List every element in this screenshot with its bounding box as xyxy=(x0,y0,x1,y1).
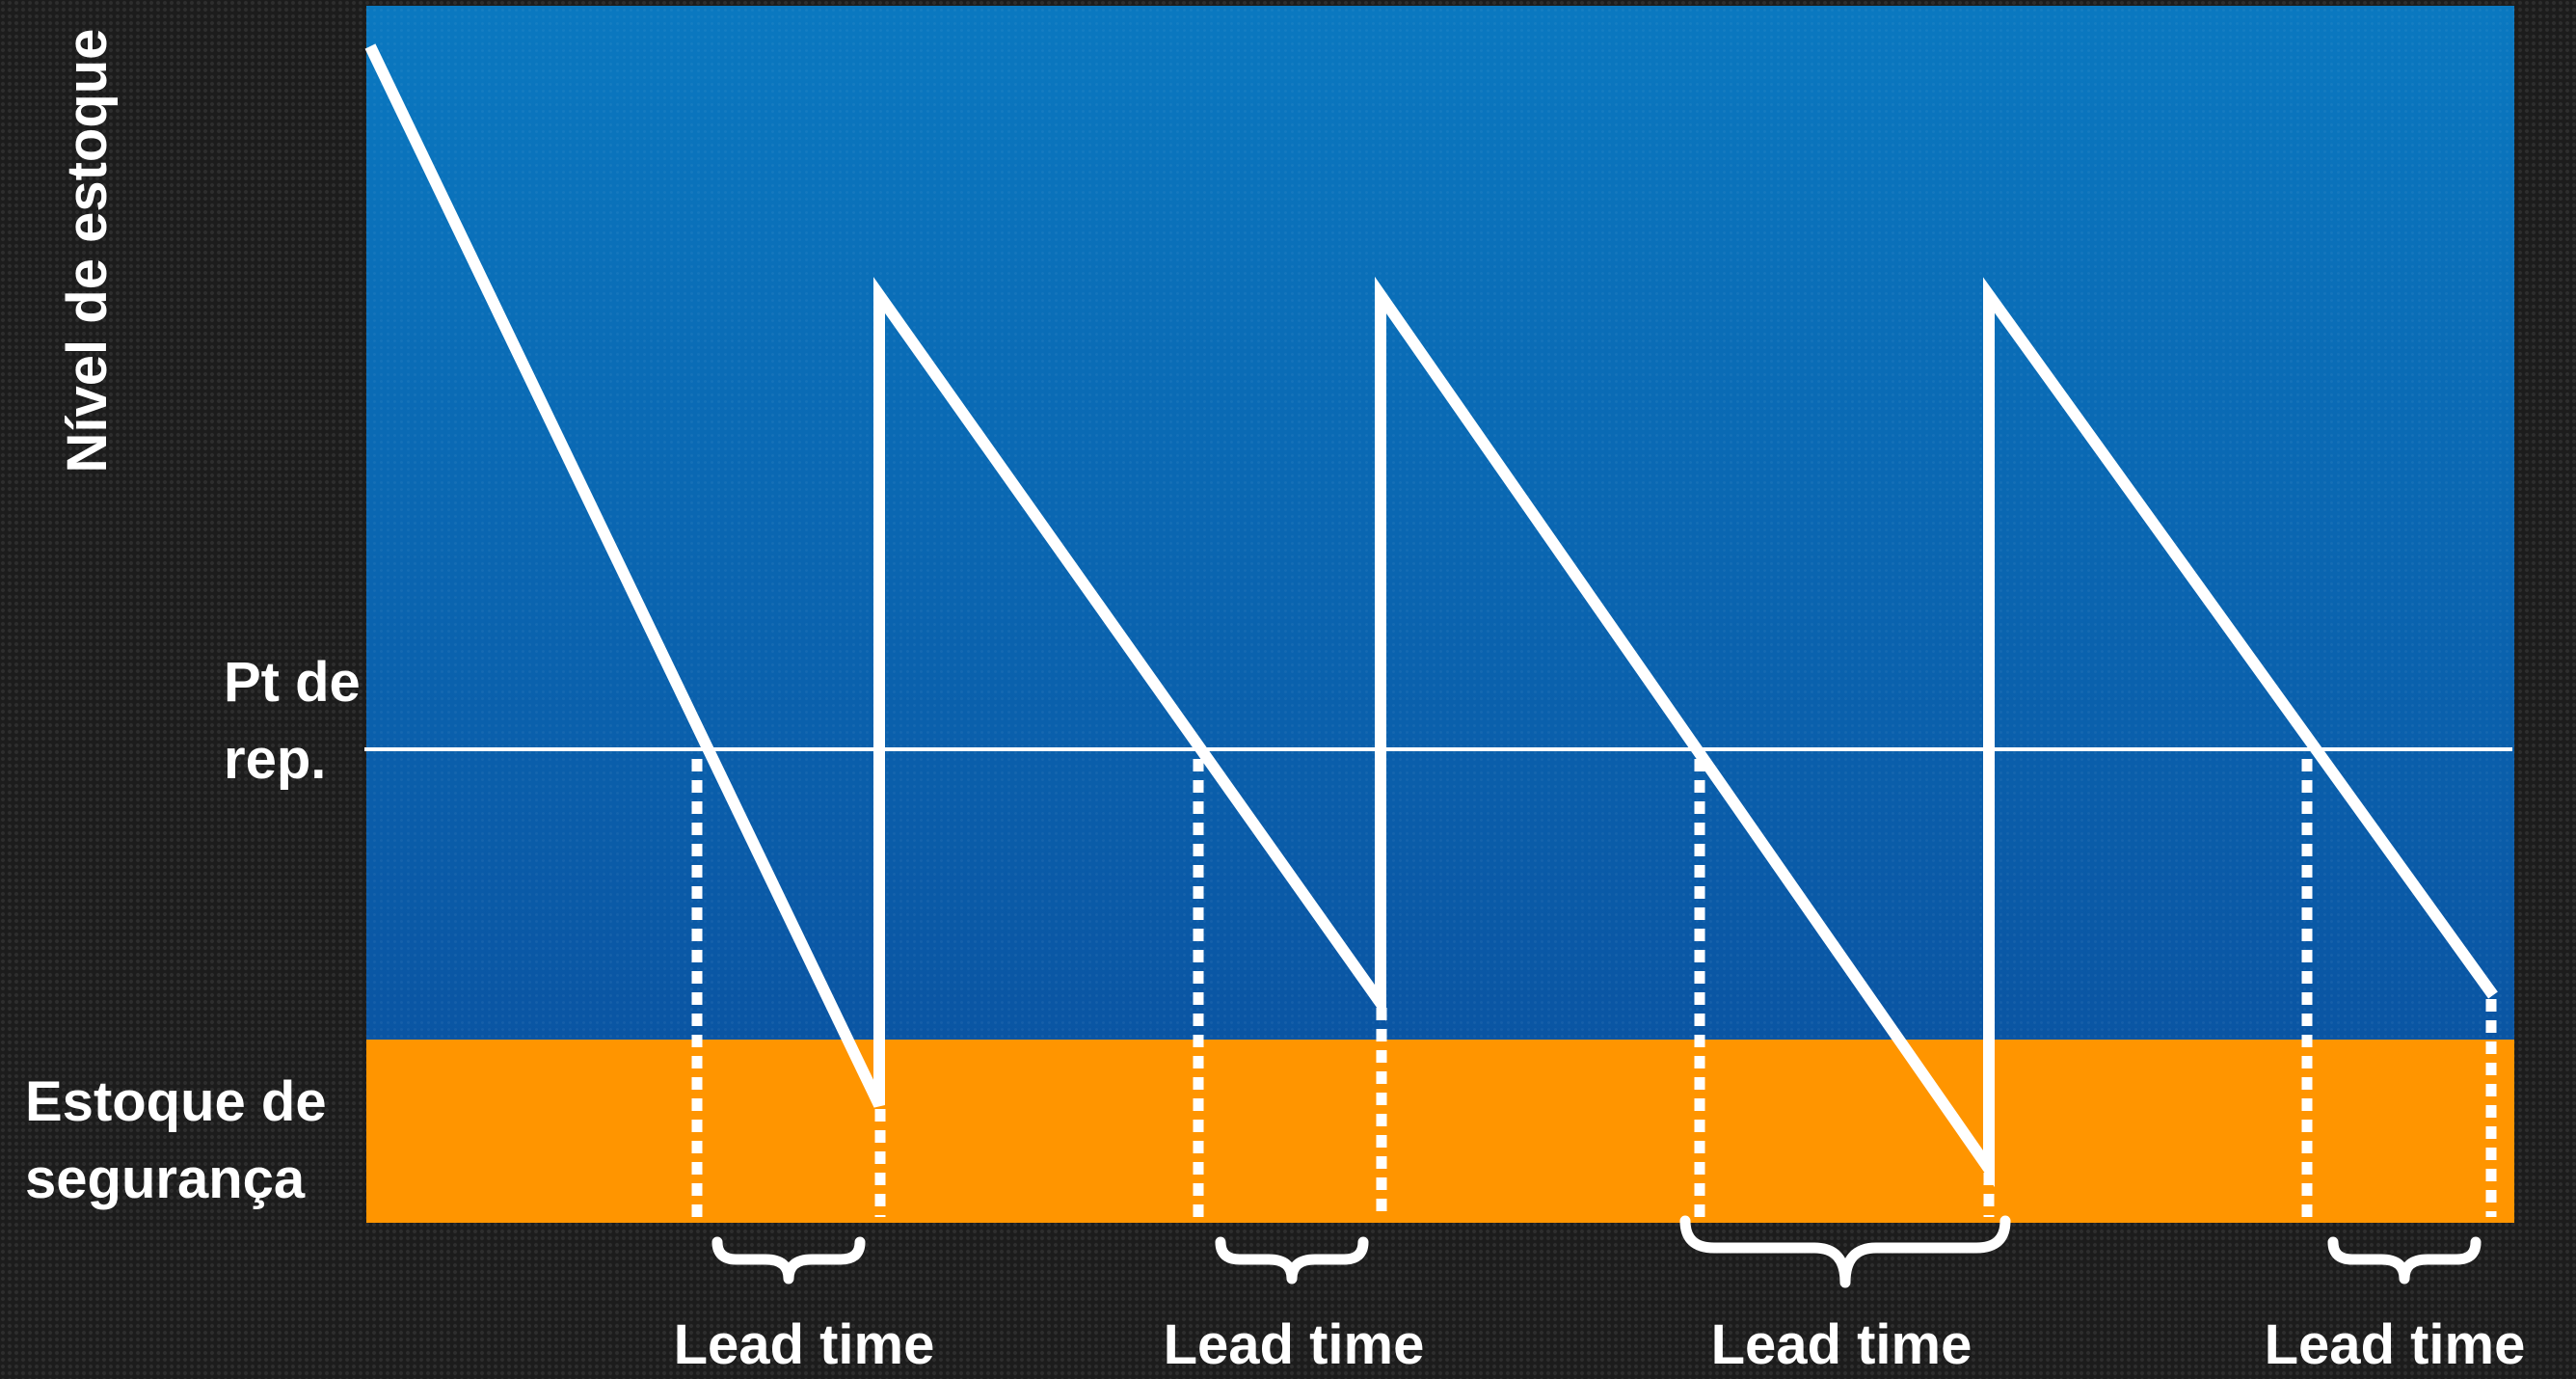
plot-texture xyxy=(366,6,2514,1040)
lead-time-brace-4 xyxy=(2327,1236,2482,1284)
inventory-level-line xyxy=(364,43,2498,1188)
y-axis-label: Nível de estoque xyxy=(56,28,119,473)
safety-stock-label: Estoque de segurança xyxy=(25,1070,327,1210)
lead-time-label-1: Lead time xyxy=(673,1313,935,1376)
lead-time-label-2: Lead time xyxy=(1163,1313,1425,1376)
reorder-point-label: Pt de rep. xyxy=(224,651,361,791)
safety-stock-band xyxy=(366,1040,2514,1223)
lead-time-brace-3 xyxy=(1679,1215,2011,1288)
lead-time-label-3: Lead time xyxy=(1710,1313,1972,1376)
lead-time-brace-2 xyxy=(1215,1236,1369,1284)
lead-time-markers xyxy=(691,759,2497,1217)
lead-time-braces xyxy=(711,1215,2482,1288)
lead-time-brace-1 xyxy=(711,1236,866,1284)
lead-time-label-4: Lead time xyxy=(2264,1313,2526,1376)
